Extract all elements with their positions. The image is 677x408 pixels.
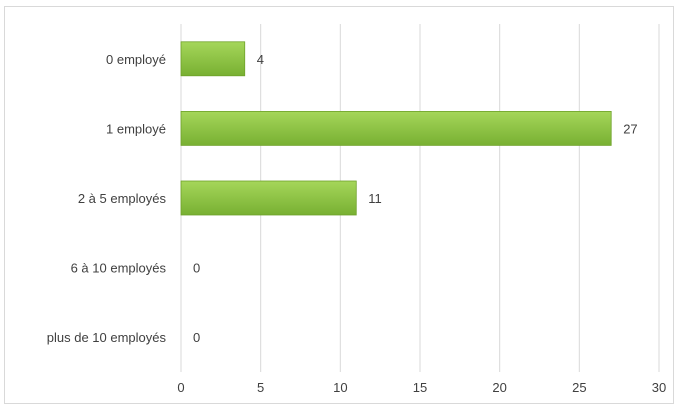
- labels: 0 5 10 15 20 25 30 0 employé 4 1 employé 27 2 à 5 e…: [47, 52, 666, 395]
- bar: [180, 180, 357, 216]
- category-label: 0 employé: [106, 52, 166, 67]
- x-tick-label: 10: [333, 380, 347, 395]
- category-label: 2 à 5 employés: [78, 191, 167, 206]
- data-label: 27: [623, 121, 637, 136]
- x-tick-label: 15: [413, 380, 427, 395]
- data-label: 4: [257, 52, 264, 67]
- x-tick-label: 0: [177, 380, 184, 395]
- category-label: 6 à 10 employés: [71, 261, 167, 276]
- category-label: plus de 10 employés: [47, 330, 167, 345]
- bars: [180, 41, 612, 216]
- data-label: 11: [368, 191, 382, 206]
- category-label: 1 employé: [106, 121, 166, 136]
- data-label: 0: [193, 261, 200, 276]
- x-tick-label: 5: [257, 380, 264, 395]
- bar: [180, 111, 612, 146]
- x-tick-label: 30: [652, 380, 666, 395]
- bar: [180, 41, 246, 77]
- x-tick-label: 20: [492, 380, 506, 395]
- data-label: 0: [193, 330, 200, 345]
- x-tick-label: 25: [572, 380, 586, 395]
- gridlines: [180, 24, 660, 372]
